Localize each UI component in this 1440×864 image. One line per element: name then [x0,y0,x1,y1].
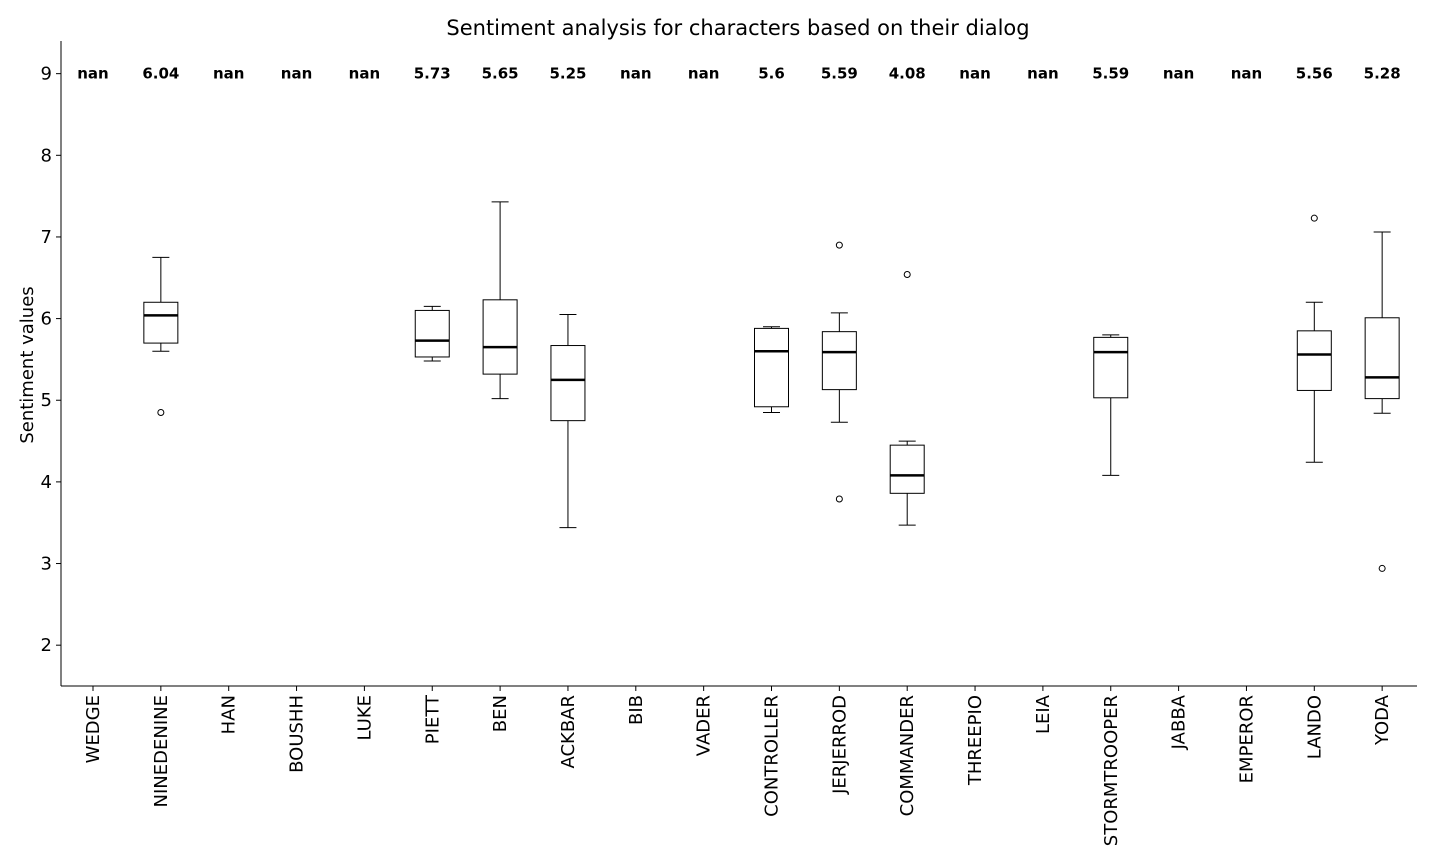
x-tick-label: COMMANDER [897,695,918,816]
median-value-label: nan [349,65,380,83]
y-tick-label: 7 [41,227,52,248]
outlier-point [903,271,911,279]
median-value-label: nan [1231,65,1262,83]
x-tick-label: WEDGE [83,695,104,763]
outlier-point [1378,564,1386,572]
outlier-point [835,241,843,249]
x-tick-label: BEN [490,695,511,732]
box [1093,336,1129,399]
median-value-label: 4.08 [889,65,926,83]
median-value-label: nan [959,65,990,83]
box [414,309,450,358]
y-tick-label: 8 [41,145,52,166]
x-tick-label: NINEDENINE [151,695,172,807]
chart-title: Sentiment analysis for characters based … [446,16,1029,40]
median-value-label: 5.28 [1364,65,1401,83]
x-tick-label: BIB [626,695,647,725]
median-value-label: 5.25 [549,65,586,83]
x-tick-label: YODA [1372,694,1393,746]
plot-area: 2 3 4 5 6 7 8 9 WEDGE nan NINEDENINE 6.04 HAN nan BOUS… [41,64,1401,847]
median-value-label: 5.73 [414,65,451,83]
x-tick-label: THREEPIO [965,695,986,786]
x-tick-label: LEIA [1033,694,1054,734]
x-tick-label: PIETT [422,694,443,744]
x-tick-label: BOUSHH [287,695,308,773]
y-tick-label: 4 [41,472,52,493]
box [550,345,586,422]
median-value-label: 5.56 [1296,65,1333,83]
y-tick-label: 5 [41,390,52,411]
x-tick-label: STORMTROOPER [1101,695,1122,846]
x-tick-label: JABBA [1169,694,1190,750]
outlier-point [835,495,843,503]
x-tick-label: JERJERROD [829,695,850,795]
median-value-label: 5.59 [821,65,858,83]
x-tick-label: LANDO [1304,695,1325,759]
median-value-label: nan [77,65,108,83]
box [1364,317,1400,400]
x-tick-label: ACKBAR [558,695,579,769]
x-tick-label: VADER [694,695,715,756]
box [143,301,179,344]
box [1296,330,1332,391]
outlier-point [1310,214,1318,222]
y-axis-label: Sentiment values [17,286,38,443]
box [821,331,857,391]
x-tick-label: HAN [219,695,240,734]
box [482,299,518,375]
x-tick-label: CONTROLLER [762,695,783,817]
median-value-label: 5.65 [482,65,519,83]
median-value-label: nan [1027,65,1058,83]
median-value-label: nan [281,65,312,83]
median-value-label: nan [688,65,719,83]
x-tick-label: EMPEROR [1236,695,1257,783]
y-tick-label: 3 [41,554,52,575]
median-value-label: nan [213,65,244,83]
median-value-label: nan [620,65,651,83]
y-tick-label: 6 [41,309,52,330]
box [754,327,789,408]
median-value-label: nan [1163,65,1194,83]
median-value-label: 5.6 [758,65,785,83]
outlier-point [157,408,165,416]
median-value-label: 6.04 [142,65,179,83]
y-tick-label: 9 [41,64,52,85]
y-tick-label: 2 [41,635,52,656]
x-tick-label: LUKE [354,695,375,740]
box [889,444,925,494]
median-value-label: 5.59 [1092,65,1129,83]
